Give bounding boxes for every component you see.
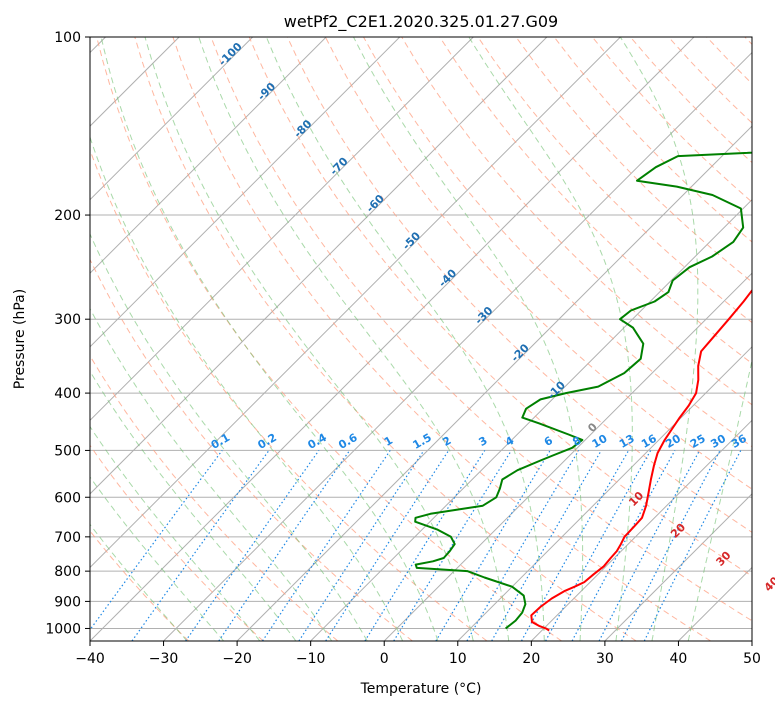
isotherm-line [163, 51, 752, 641]
moist-adiabat [144, 37, 474, 641]
x-tick-label: 10 [449, 651, 467, 667]
y-tick-label: 700 [54, 530, 81, 546]
isotherm-line [90, 37, 695, 641]
mixing-ratio-line [393, 450, 512, 641]
y-tick-label: 1000 [45, 621, 81, 637]
moist-adiabat [90, 135, 404, 641]
mixing-ratio-line [185, 450, 320, 641]
dry-adiabat [134, 37, 637, 641]
y-tick-label: 300 [54, 312, 81, 328]
moist-adiabat [90, 307, 333, 641]
x-tick-label: 20 [522, 651, 540, 667]
mixing-ratio-line [261, 450, 391, 641]
dry-adiabat [90, 354, 339, 641]
x-tick-label: −20 [222, 651, 252, 667]
dry-adiabat [248, 37, 752, 577]
moist-adiabat [198, 37, 510, 641]
y-tick-label: 600 [54, 490, 81, 506]
moist-adiabat [90, 232, 368, 641]
y-tick-label: 900 [54, 594, 81, 610]
dry-adiabat [210, 37, 752, 622]
dry-adiabat [286, 37, 752, 533]
data-series [414, 151, 752, 632]
moist-adiabat [353, 37, 584, 641]
isotherm-line [90, 37, 474, 422]
y-tick-label: 500 [54, 443, 81, 459]
x-tick-label: −30 [149, 651, 179, 667]
moist-adiabat [90, 523, 188, 641]
x-tick-label: 0 [380, 651, 389, 667]
background-lines [90, 37, 752, 641]
isotherm-line [90, 37, 548, 495]
y-axis-label: Pressure (hPa) [12, 289, 28, 389]
moist-adiabat [90, 476, 224, 641]
mixing-ratio-line [325, 450, 450, 641]
mixing-ratio-line [545, 450, 652, 641]
isotherm-line [90, 37, 327, 274]
isotherm-line [457, 346, 752, 641]
y-tick-label: 400 [54, 386, 81, 402]
isotherm-line [383, 272, 752, 641]
isotherm-line [90, 37, 254, 201]
temperature-profile [530, 288, 752, 632]
mixing-ratio-line [571, 450, 676, 641]
isotherm-line [604, 493, 752, 641]
plot-background [90, 37, 752, 641]
moist-adiabat [687, 358, 752, 641]
y-tick-label: 100 [54, 30, 81, 46]
isotherm-line [90, 37, 621, 569]
moist-adiabat [265, 37, 545, 641]
plot-frame [89, 36, 753, 642]
y-tick-label: 800 [54, 564, 81, 580]
moist-adiabat [90, 425, 261, 641]
moist-adiabat [90, 370, 297, 641]
dry-adiabat [324, 37, 752, 490]
chart-title: wetPf2_C2E1.2020.325.01.27.G09 [284, 12, 558, 32]
dry-adiabat [96, 37, 562, 641]
mixing-ratio-line [90, 450, 223, 631]
dewpoint-profile [414, 151, 752, 630]
x-tick-label: 40 [670, 651, 688, 667]
y-tick-label: 200 [54, 208, 81, 224]
mixing-ratio-line [298, 450, 425, 641]
mixing-ratio-line [218, 450, 351, 641]
isotherm-line [310, 198, 752, 641]
x-axis-label: Temperature (°C) [360, 681, 482, 697]
axes: −40 −30 −20 −10 0 10 20 30 40 50 100 200 300 400 500 60… [45, 30, 761, 667]
mixing-ratio-line [643, 450, 742, 641]
dry-adiabat [172, 37, 711, 641]
dry-adiabat [90, 444, 264, 641]
moist-adiabat [619, 37, 699, 641]
x-tick-label: 30 [596, 651, 614, 667]
x-tick-label: −40 [75, 651, 105, 667]
x-tick-label: 50 [743, 651, 761, 667]
x-tick-label: −10 [296, 651, 326, 667]
moist-adiabat [100, 37, 439, 641]
isotherm-line [236, 125, 752, 641]
dry-adiabat [90, 258, 413, 641]
mixing-ratio-line [520, 450, 630, 641]
isotherm-line [530, 419, 752, 641]
mixing-ratio-line [131, 450, 270, 641]
